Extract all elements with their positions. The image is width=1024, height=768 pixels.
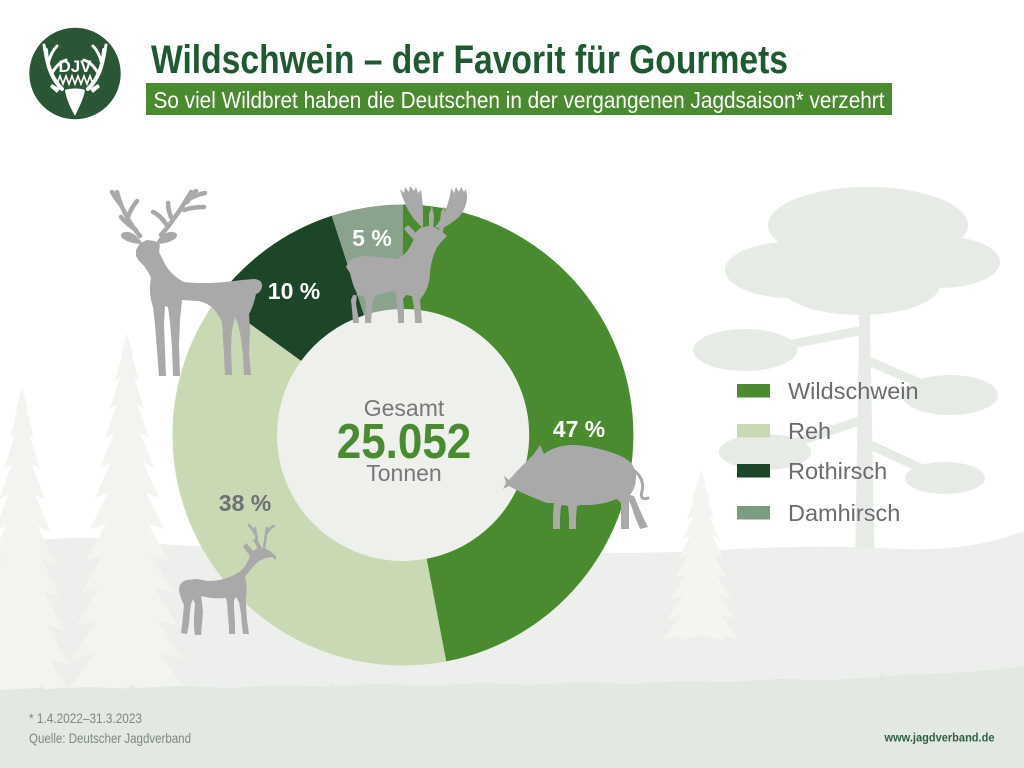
svg-text:Tonnen: Tonnen	[366, 460, 441, 486]
svg-text:47 %: 47 %	[553, 416, 605, 442]
svg-text:Wildschwein – der Favorit für: Wildschwein – der Favorit für Gourmets	[151, 38, 788, 82]
svg-text:10 %: 10 %	[268, 278, 320, 304]
svg-text:Reh: Reh	[788, 418, 831, 444]
svg-text:www.jagdverband.de: www.jagdverband.de	[884, 731, 995, 745]
svg-text:25.052: 25.052	[337, 415, 472, 469]
svg-text:Gesamt: Gesamt	[364, 395, 445, 421]
svg-text:Wildschwein: Wildschwein	[788, 378, 919, 404]
svg-text:DJV: DJV	[58, 57, 92, 76]
svg-text:Quelle: Deutscher Jagdverband: Quelle: Deutscher Jagdverband	[29, 730, 191, 746]
svg-text:Rothirsch: Rothirsch	[788, 458, 887, 484]
svg-text:* 1.4.2022–31.3.2023: * 1.4.2022–31.3.2023	[29, 710, 142, 726]
svg-text:Damhirsch: Damhirsch	[788, 500, 900, 526]
svg-text:5 %: 5 %	[352, 225, 392, 251]
svg-text:38 %: 38 %	[219, 490, 271, 516]
svg-text:So viel Wildbret haben die Deu: So viel Wildbret haben die Deutschen in …	[154, 87, 886, 113]
